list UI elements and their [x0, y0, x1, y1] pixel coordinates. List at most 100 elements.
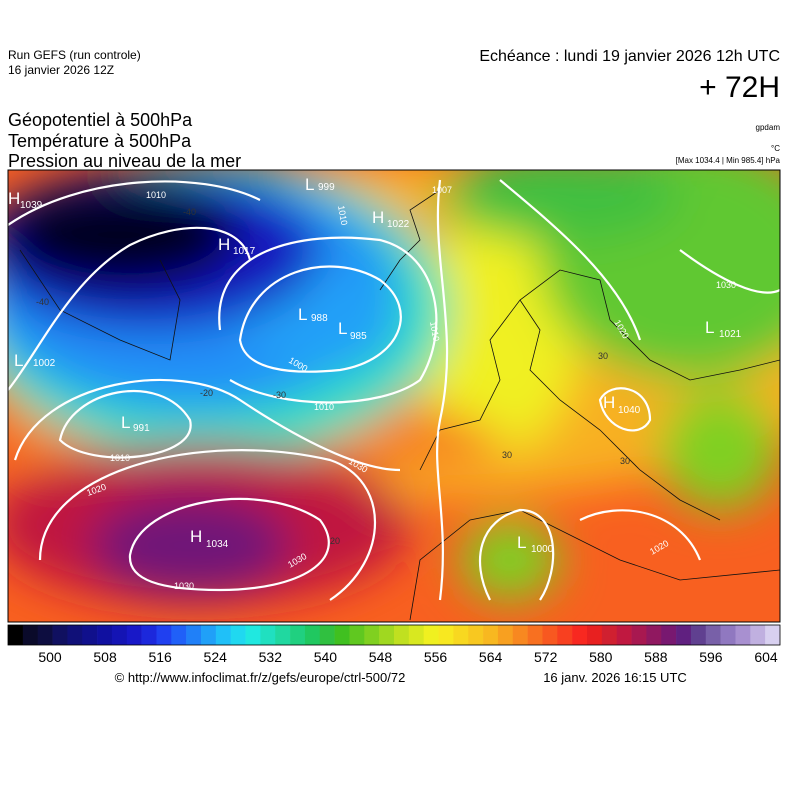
temperature-label: 30 [598, 351, 608, 361]
isobar-line [598, 387, 652, 432]
colorbar-tick-label: 572 [534, 649, 558, 665]
colorbar-swatch [156, 625, 172, 645]
colorbar-tick-label: 564 [479, 649, 503, 665]
colorbar-tick-label: 500 [38, 649, 62, 665]
map: H 1039 L 999 H 1022 H 1017 L 988 L 985 L… [8, 170, 780, 622]
isobar-line [8, 226, 252, 391]
colorbar-swatch [22, 625, 38, 645]
colorbar-swatch [394, 625, 410, 645]
pressure-center-type: H [372, 208, 384, 227]
colorbar-tick-label: 556 [424, 649, 448, 665]
colorbar-swatch [512, 625, 528, 645]
colorbar-swatch [82, 625, 98, 645]
colorbar-swatch [408, 625, 424, 645]
colorbar-swatch [275, 625, 291, 645]
unit-label: gpdam [756, 123, 781, 132]
colorbar-tick-label: 596 [699, 649, 723, 665]
pressure-center-value: 1040 [618, 405, 641, 416]
coastline [19, 249, 181, 361]
colorbar-swatch [587, 625, 603, 645]
colorbar-swatch [349, 625, 365, 645]
map-part-part [8, 180, 240, 290]
isobar-line [238, 265, 402, 373]
pressure-center-type: H [218, 235, 230, 254]
valid-time: Echéance : lundi 19 janvier 2026 12h UTC [479, 48, 780, 65]
temperature-label: -40 [36, 297, 49, 307]
colorbar-tick-label: 540 [314, 649, 338, 665]
generated-time: 16 janv. 2026 16:15 UTC [543, 670, 687, 685]
colorbar-swatch [646, 625, 662, 645]
colorbar-tick-label: 524 [204, 649, 228, 665]
colorbar-tick-label: 516 [148, 649, 172, 665]
pressure-center-type: H [8, 189, 20, 208]
run-label: Run GEFS (run controle) [8, 48, 141, 62]
colorbar-tick-label: 508 [93, 649, 117, 665]
lead-time: + 72H [699, 71, 780, 104]
colorbar-swatch [527, 625, 543, 645]
isobar-label: 1030 [716, 280, 736, 290]
colorbar-swatch [735, 625, 751, 645]
colorbar-swatch [319, 625, 335, 645]
isobar-label: 1007 [432, 185, 452, 195]
isobar-line [58, 389, 192, 459]
colorbar-swatch [364, 625, 380, 645]
isobar-line [13, 378, 401, 472]
colorbar-swatch [186, 625, 202, 645]
isobar-label: 1030 [174, 581, 194, 591]
colorbar-swatch [290, 625, 306, 645]
colorbar-swatch [304, 625, 321, 645]
temperature-label: 30 [502, 450, 512, 460]
colorbar [7, 624, 781, 646]
pressure-center-type: L [517, 533, 526, 552]
field-title: Pression au niveau de la mer [8, 151, 241, 171]
colorbar-frame [7, 624, 781, 646]
unit-label: °C [771, 144, 780, 153]
colorbar-swatch [750, 625, 766, 645]
temperature-label: -30 [273, 390, 286, 400]
colorbar-swatch [67, 625, 83, 645]
isobar-label: 1010 [146, 190, 166, 200]
pressure-center-value: 1002 [33, 358, 56, 369]
colorbar-swatch [572, 625, 588, 645]
colorbar-swatch [542, 625, 558, 645]
pressure-center-value: 985 [350, 331, 367, 342]
isobar-label: 1010 [110, 453, 130, 463]
colorbar-ticks: 500 508 516 524 532 540 548 556 564 572 580 588 596 6… [38, 649, 778, 665]
colorbar-swatch [616, 625, 632, 645]
colorbar-swatch [423, 625, 439, 645]
colorbar-swatch [260, 625, 276, 645]
isobar-label: 1010 [428, 321, 441, 342]
isobar-line [218, 236, 438, 404]
colorbar-swatch [631, 625, 647, 645]
colorbar-swatch [171, 625, 187, 645]
isobar-label: 1010 [336, 205, 349, 226]
colorbar-swatch [201, 625, 217, 645]
colorbar-swatch [245, 625, 261, 645]
field-title: Température à 500hPa [8, 131, 192, 151]
colorbar-swatch [215, 625, 231, 645]
pressure-center-type: L [298, 305, 307, 324]
isobar-line [499, 179, 642, 341]
pressure-center-type: H [603, 393, 615, 412]
temperature-label: 30 [620, 456, 630, 466]
pressure-center-value: 991 [133, 423, 150, 434]
map-part-part [440, 170, 680, 240]
coastline [419, 269, 780, 471]
isobar-line [8, 180, 261, 226]
colorbar-swatch [8, 625, 24, 645]
colorbar-swatch [557, 625, 573, 645]
colorbar-swatch [765, 625, 781, 645]
colorbar-swatch [676, 625, 692, 645]
temperature-label: -40 [183, 207, 196, 217]
field-title: Géopotentiel à 500hPa [8, 110, 193, 130]
colorbar-swatch [37, 625, 53, 645]
pressure-center-type: L [14, 351, 23, 370]
coastline [409, 509, 780, 621]
colorbar-swatch [497, 625, 514, 645]
pressure-center-type: L [705, 318, 714, 337]
colorbar-swatch [379, 625, 395, 645]
pressure-center-value: 999 [318, 182, 335, 193]
pressure-center-type: L [305, 175, 314, 194]
